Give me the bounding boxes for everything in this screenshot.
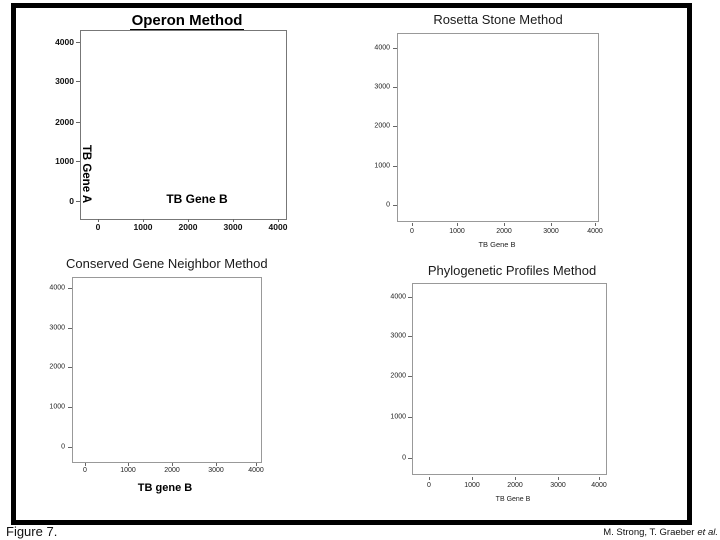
y-tick-mark [76,161,80,162]
x-tick-label: 0 [83,467,87,474]
x-tick-mark [98,219,99,222]
y-tick-mark [76,201,80,202]
figure-caption: Figure 7. [6,524,58,539]
x-tick-mark [504,223,505,226]
x-tick-mark [457,223,458,226]
y-tick-label: 3000 [49,324,65,332]
y-tick-mark [76,42,80,43]
x-tick-mark [172,463,173,466]
x-tick-label: 0 [410,228,414,235]
y-tick-mark [408,458,412,459]
y-tick-label: 4000 [49,284,65,292]
y-tick-mark [393,87,397,88]
y-tick-label: 4000 [374,44,390,52]
y-tick-label: 4000 [390,293,406,301]
x-tick-label: 1000 [120,467,136,474]
attribution-etal: et al. [697,527,718,538]
y-tick-label: 0 [61,443,65,451]
y-tick-label: 2000 [55,117,74,127]
x-tick-label: 3000 [223,222,243,232]
y-axis-label: TB Gene A [80,144,92,204]
x-tick-label: 4000 [591,482,607,489]
x-tick-label: 2000 [507,482,523,489]
x-tick-mark [143,219,144,222]
x-tick-label: 4000 [268,222,288,232]
x-axis-label: TB Gene B [166,192,228,206]
x-tick-mark [515,477,516,480]
x-tick-mark [216,463,217,466]
y-tick-mark [68,447,72,448]
panel-title: Operon Method [82,12,292,31]
y-tick-label: 3000 [390,332,406,340]
x-tick-mark [128,463,129,466]
x-tick-label: 3000 [208,467,224,474]
x-tick-mark [233,219,234,222]
y-tick-label: 2000 [390,372,406,380]
y-tick-label: 0 [69,196,74,206]
y-tick-label: 4000 [55,37,74,47]
plot-area [80,30,287,220]
y-tick-label: 0 [386,201,390,209]
y-tick-label: 1000 [390,413,406,421]
panel-title: Conserved Gene Neighbor Method [66,256,268,271]
x-tick-mark [188,219,189,222]
y-tick-mark [393,166,397,167]
x-tick-label: 4000 [587,228,603,235]
x-axis-label: TB Gene B [495,496,531,503]
attribution: M. Strong, T. Graeber et al. [603,527,718,538]
panel-title: Rosetta Stone Method [433,12,563,27]
x-axis-label: TB Gene B [478,240,516,249]
x-tick-label: 1000 [449,228,465,235]
x-tick-label: 2000 [178,222,198,232]
y-tick-label: 1000 [374,162,390,170]
y-tick-mark [68,288,72,289]
x-tick-mark [599,477,600,480]
x-tick-label: 3000 [550,482,566,489]
x-tick-label: 4000 [248,467,264,474]
y-tick-mark [68,407,72,408]
y-tick-label: 0 [402,454,406,462]
x-tick-mark [558,477,559,480]
panel-title-text: Operon Method [129,12,245,31]
y-tick-mark [408,336,412,337]
x-tick-label: 1000 [464,482,480,489]
y-tick-label: 1000 [55,156,74,166]
y-tick-label: 2000 [49,363,65,371]
y-tick-mark [393,205,397,206]
x-tick-label: 0 [427,482,431,489]
y-tick-label: 1000 [49,403,65,411]
y-tick-mark [393,126,397,127]
x-tick-label: 1000 [133,222,153,232]
x-tick-mark [595,223,596,226]
x-tick-label: 2000 [496,228,512,235]
x-tick-label: 0 [95,222,101,232]
y-tick-mark [76,81,80,82]
plot-area [72,277,262,463]
y-tick-label: 3000 [55,76,74,86]
x-tick-label: 3000 [543,228,559,235]
x-tick-mark [551,223,552,226]
y-tick-mark [408,417,412,418]
x-tick-mark [256,463,257,466]
plot-area [397,33,599,222]
x-tick-mark [429,477,430,480]
panel-title: Phylogenetic Profiles Method [427,263,597,278]
x-tick-mark [278,219,279,222]
attribution-authors: M. Strong, T. Graeber [603,527,695,538]
plot-area [412,283,607,475]
y-tick-mark [76,122,80,123]
y-tick-label: 3000 [374,83,390,91]
y-tick-label: 2000 [374,122,390,130]
x-tick-mark [472,477,473,480]
y-tick-mark [68,367,72,368]
x-tick-mark [412,223,413,226]
y-tick-mark [408,376,412,377]
x-axis-label: TB gene B [137,482,193,494]
y-tick-mark [408,297,412,298]
x-tick-label: 2000 [164,467,180,474]
y-tick-mark [68,328,72,329]
y-tick-mark [393,48,397,49]
x-tick-mark [85,463,86,466]
